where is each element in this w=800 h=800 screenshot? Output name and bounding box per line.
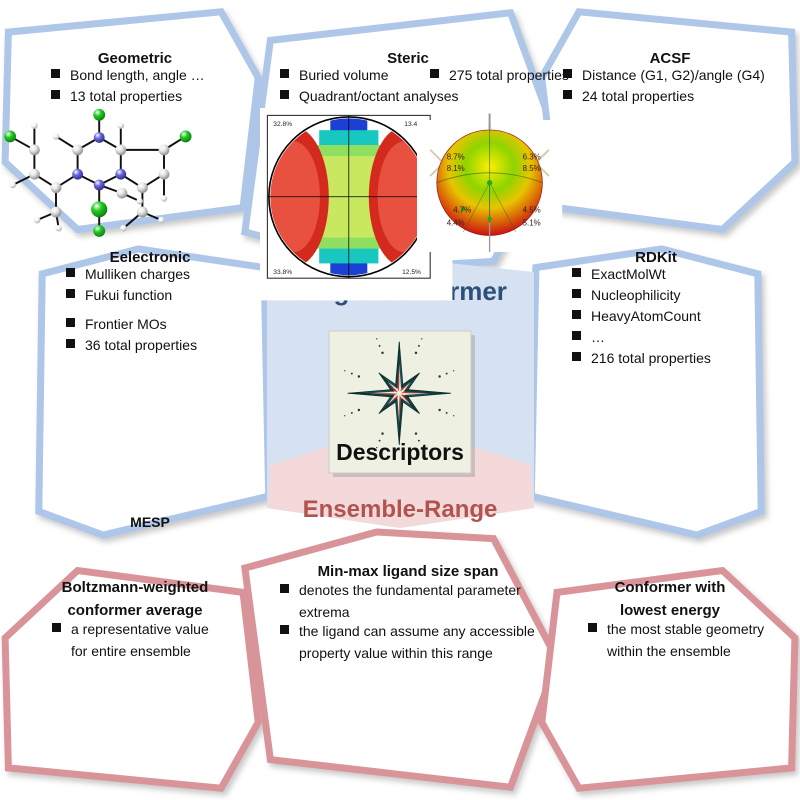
svg-text:Eelectronic: Eelectronic bbox=[110, 249, 191, 266]
svg-text:Ensemble-Range: Ensemble-Range bbox=[303, 496, 498, 523]
svg-text:36 total properties: 36 total properties bbox=[85, 337, 197, 353]
svg-text:24 total properties: 24 total properties bbox=[582, 88, 694, 104]
svg-text:33.8%: 33.8% bbox=[273, 269, 292, 276]
svg-text:8.1%: 8.1% bbox=[447, 164, 465, 173]
svg-text:ACSF: ACSF bbox=[650, 50, 691, 67]
svg-text:Boltzmann-weighted: Boltzmann-weighted bbox=[62, 579, 209, 596]
svg-text:within the ensemble: within the ensemble bbox=[606, 643, 731, 659]
svg-text:4.5%: 4.5% bbox=[523, 205, 541, 214]
svg-text:Distance (G1, G2)/angle (G4): Distance (G1, G2)/angle (G4) bbox=[582, 67, 765, 83]
svg-text:Min-max ligand size span: Min-max ligand size span bbox=[318, 563, 499, 580]
svg-text:8.7%: 8.7% bbox=[447, 153, 465, 162]
svg-text:32.8%: 32.8% bbox=[273, 121, 292, 128]
svg-text:extrema: extrema bbox=[299, 604, 350, 620]
svg-text:Mulliken charges: Mulliken charges bbox=[85, 266, 190, 282]
svg-text:12.5%: 12.5% bbox=[402, 269, 421, 276]
svg-text:Buried volume: Buried volume bbox=[299, 67, 389, 83]
svg-text:lowest energy: lowest energy bbox=[620, 602, 721, 619]
svg-text:RDKit: RDKit bbox=[635, 249, 677, 266]
svg-text:Steric: Steric bbox=[387, 50, 429, 67]
svg-text:property value within this ran: property value within this range bbox=[299, 645, 493, 661]
svg-text:ExactMolWt: ExactMolWt bbox=[591, 266, 666, 282]
svg-text:denotes the fundamental parame: denotes the fundamental parameter bbox=[299, 582, 521, 598]
svg-text:MESP: MESP bbox=[130, 514, 170, 530]
svg-text:216 total properties: 216 total properties bbox=[591, 350, 711, 366]
svg-text:the ligand can assume any acce: the ligand can assume any accessible bbox=[299, 623, 535, 639]
svg-text:Geometric: Geometric bbox=[98, 50, 172, 67]
svg-text:HeavyAtomCount: HeavyAtomCount bbox=[591, 308, 701, 324]
svg-text:Conformer with: Conformer with bbox=[615, 579, 726, 596]
svg-text:5.1%: 5.1% bbox=[523, 219, 541, 228]
svg-text:a representative value: a representative value bbox=[71, 621, 209, 637]
svg-text:…: … bbox=[591, 329, 605, 345]
svg-text:8.5%: 8.5% bbox=[523, 164, 541, 173]
svg-text:conformer average: conformer average bbox=[67, 602, 202, 619]
svg-text:13 total properties: 13 total properties bbox=[70, 88, 182, 104]
svg-text:Bond length, angle …: Bond length, angle … bbox=[70, 67, 205, 83]
svg-text:4.7%: 4.7% bbox=[453, 205, 471, 214]
svg-text:4.4%: 4.4% bbox=[447, 219, 465, 228]
svg-text:Frontier MOs: Frontier MOs bbox=[85, 316, 167, 332]
svg-text:Descriptors: Descriptors bbox=[336, 439, 464, 465]
svg-text:275 total properties: 275 total properties bbox=[449, 67, 569, 83]
svg-text:Quadrant/octant analyses: Quadrant/octant analyses bbox=[299, 88, 459, 104]
svg-text:Fukui function: Fukui function bbox=[85, 287, 172, 303]
svg-text:the most stable geometry: the most stable geometry bbox=[607, 621, 764, 637]
svg-text:Nucleophilicity: Nucleophilicity bbox=[591, 287, 680, 303]
svg-text:6.3%: 6.3% bbox=[523, 153, 541, 162]
svg-text:for entire ensemble: for entire ensemble bbox=[71, 643, 191, 659]
